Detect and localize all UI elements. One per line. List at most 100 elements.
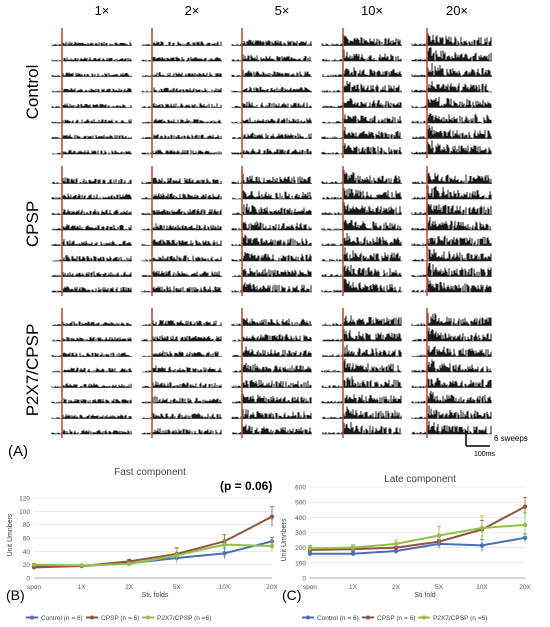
psth-trace — [231, 234, 312, 246]
data-point — [307, 546, 313, 551]
group-label-control: Control — [23, 65, 42, 120]
fold-header-10: 10× — [361, 3, 383, 18]
psth-trace — [141, 396, 222, 403]
chart-b-ylabel: Unit Umnbers — [7, 513, 14, 556]
raster-cell-p2x7-cpsp-4 — [321, 308, 402, 438]
psth-trace — [141, 193, 222, 199]
psth-trace — [231, 249, 312, 261]
y-tick-label: 100 — [19, 509, 30, 516]
psth-trace — [323, 329, 402, 341]
psth-trace — [322, 315, 402, 326]
psth-trace — [233, 363, 312, 372]
raster-cell-cpsp-2 — [141, 166, 222, 296]
psth-trace — [231, 378, 312, 388]
fold-header-5: 5× — [275, 3, 290, 18]
legend-label: P2X7/CPSP (n =6) — [433, 615, 487, 622]
psth-trace — [55, 255, 132, 261]
x-tick-label: 5X — [173, 584, 182, 591]
y-tick-label: 120 — [19, 496, 30, 503]
psth-trace — [51, 239, 132, 246]
psth-trace — [142, 411, 222, 419]
psth-trace — [52, 336, 132, 341]
y-tick-label: 200 — [295, 545, 306, 552]
fold-header-1: 1× — [95, 3, 110, 18]
psth-trace — [322, 67, 402, 77]
psth-trace — [51, 414, 132, 419]
y-tick-label: 80 — [23, 522, 31, 529]
data-point — [479, 543, 485, 548]
psth-trace — [411, 216, 491, 230]
psth-trace — [141, 428, 222, 434]
psth-trace — [51, 271, 132, 277]
data-point — [269, 514, 275, 519]
psth-trace — [322, 422, 401, 434]
psth-trace — [321, 233, 402, 246]
psth-trace — [411, 81, 492, 92]
chart-b-xlabel: Sti. folds — [142, 592, 169, 599]
psth-trace — [412, 327, 492, 341]
psth-trace — [322, 114, 402, 123]
series-cpsp — [307, 497, 528, 553]
psth-trace — [321, 278, 402, 292]
psth-trace — [141, 208, 222, 215]
psth-trace — [322, 405, 402, 419]
x-tick-label: 5X — [435, 584, 444, 591]
y-tick-label: 400 — [295, 515, 306, 522]
psth-trace — [411, 359, 492, 372]
raster-cell-p2x7-cpsp-5 — [411, 308, 492, 438]
x-tick-label: 1X — [349, 584, 358, 591]
psth-trace — [321, 374, 402, 388]
x-tick-label: 10X — [476, 584, 488, 591]
psth-trace — [411, 312, 492, 326]
psth-trace — [231, 314, 312, 326]
psth-trace — [411, 377, 492, 388]
psth-trace — [411, 345, 492, 357]
data-point — [522, 504, 528, 509]
chart-late-component: Late component Unit Umnbers Sti fold (C)… — [281, 474, 531, 622]
fold-header-20: 20× — [446, 3, 468, 18]
data-point — [127, 561, 132, 567]
psth-trace — [232, 424, 312, 434]
psth-trace — [52, 320, 132, 326]
psth-trace — [411, 140, 492, 154]
x-tick-label: 20X — [519, 584, 531, 591]
chart-b-annotation: (p = 0.06) — [220, 479, 272, 493]
raster-cell-control-4 — [321, 28, 402, 158]
psth-trace — [321, 358, 401, 372]
psth-trace — [51, 208, 132, 215]
psth-trace — [51, 72, 132, 77]
legend-marker — [422, 615, 426, 620]
psth-trace — [141, 255, 222, 261]
raster-cell-p2x7-cpsp-1 — [51, 308, 132, 438]
x-tick-label: spon — [303, 584, 317, 591]
raster-cell-cpsp-1 — [51, 166, 132, 296]
legend-label: Control (n = 6) — [317, 615, 359, 622]
psth-trace — [411, 96, 492, 108]
x-tick-label: 10X — [219, 584, 231, 591]
psth-trace — [51, 429, 132, 434]
y-tick-label: 40 — [23, 549, 31, 556]
psth-trace — [52, 367, 132, 372]
psth-trace — [51, 383, 132, 388]
raster-cell-p2x7-cpsp-3 — [231, 308, 312, 438]
series-line — [310, 536, 526, 555]
x-tick-label: 20X — [266, 584, 278, 591]
psth-trace — [232, 393, 312, 403]
legend-item: Control (n = 6) — [302, 615, 359, 622]
chart-b-title: Fast component — [114, 467, 186, 478]
psth-trace — [321, 80, 402, 92]
chart-b-panel-label: (B) — [6, 587, 25, 603]
chart-c-plot-area: 0 100 200 300 400 500 600 spon 1X 2X 5X 10X 20X — [295, 485, 531, 592]
psth-trace — [411, 201, 492, 215]
psth-trace — [231, 39, 312, 46]
psth-trace — [141, 87, 222, 92]
group-label-cpsp: CPSP — [23, 201, 42, 247]
psth-trace — [51, 134, 132, 139]
psth-trace — [234, 267, 312, 277]
psth-trace — [231, 147, 312, 154]
psth-trace — [51, 41, 132, 46]
psth-trace — [231, 54, 311, 61]
psth-trace — [321, 202, 402, 215]
x-tick-label: 2X — [392, 584, 401, 591]
